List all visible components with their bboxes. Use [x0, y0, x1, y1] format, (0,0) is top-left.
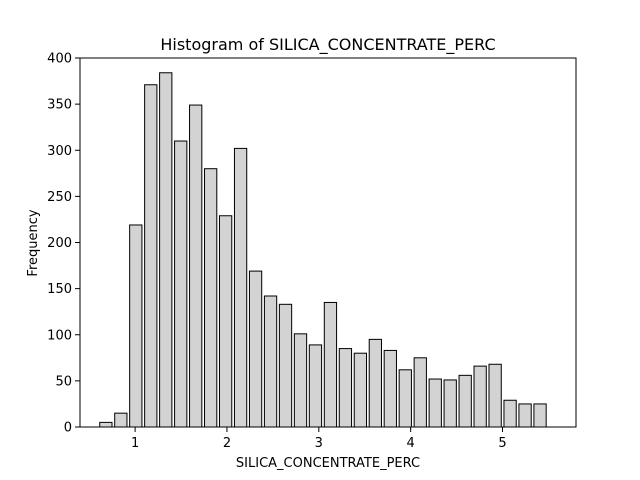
- histogram-bar: [428, 378, 442, 428]
- histogram-bar: [458, 374, 472, 428]
- y-axis-ticks: 0 50 100 150 200 250 300 350 400: [47, 52, 80, 436]
- histogram-bar: [293, 333, 308, 428]
- histogram-bar: [443, 379, 457, 428]
- y-tick-label: 100: [47, 328, 72, 343]
- histogram-bar: [144, 84, 158, 428]
- histogram-bar: [233, 147, 248, 428]
- x-tick-label: 5: [498, 436, 506, 451]
- histogram-bar: [159, 72, 173, 428]
- x-tick-label: 4: [407, 436, 415, 451]
- y-tick-label: 300: [47, 144, 72, 159]
- histogram-bar: [263, 295, 278, 428]
- histogram-bar: [383, 349, 397, 428]
- y-tick-label: 150: [47, 282, 72, 297]
- chart-title: Histogram of SILICA_CONCENTRATE_PERC: [160, 35, 495, 55]
- x-tick-label: 1: [131, 436, 139, 451]
- histogram-bar: [114, 412, 128, 428]
- histogram-bar: [533, 403, 547, 428]
- histogram-bar: [503, 399, 517, 428]
- histogram-bar: [174, 140, 188, 428]
- y-tick-label: 50: [55, 374, 72, 389]
- histogram-bar: [488, 363, 502, 428]
- histogram-bar: [99, 421, 113, 428]
- y-tick-label: 0: [64, 421, 72, 436]
- y-axis-label: Frequency: [26, 209, 41, 276]
- y-tick-label: 250: [47, 190, 72, 205]
- histogram-bar: [413, 357, 427, 428]
- x-tick-label: 3: [315, 436, 323, 451]
- y-tick-label: 400: [47, 52, 72, 67]
- x-axis-label: SILICA_CONCENTRATE_PERC: [236, 456, 420, 471]
- bars-group: [99, 72, 547, 428]
- y-tick-label: 200: [47, 236, 72, 251]
- histogram-bar: [368, 338, 382, 428]
- histogram-bar: [353, 352, 368, 428]
- histogram-bar: [278, 303, 293, 428]
- histogram-bar: [189, 104, 203, 428]
- histogram-bar: [308, 344, 323, 428]
- histogram-bar: [204, 168, 218, 428]
- x-axis-ticks: 1 2 3 4 5: [131, 427, 507, 451]
- x-tick-label: 2: [223, 436, 231, 451]
- y-tick-label: 350: [47, 98, 72, 113]
- histogram-bar: [129, 224, 143, 428]
- histogram-bar: [323, 301, 338, 428]
- histogram-bar: [338, 348, 353, 428]
- histogram-bar: [248, 270, 263, 428]
- histogram-bar: [398, 369, 412, 428]
- histogram-bar: [218, 215, 233, 428]
- histogram-bar: [473, 365, 487, 428]
- histogram-bar: [518, 403, 532, 428]
